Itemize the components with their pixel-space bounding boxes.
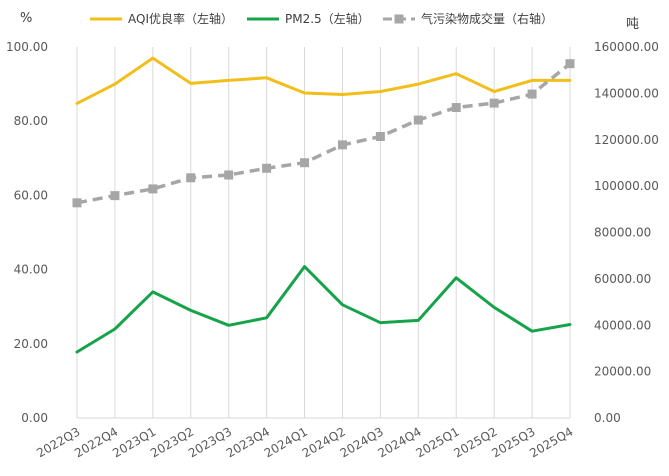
legend: AQI优良率（左轴） PM2.5（左轴） 气污染物成交量（右轴） <box>90 11 553 26</box>
series-2-point <box>451 103 461 113</box>
series-2-point <box>186 173 196 183</box>
x-tick-label: 2025Q4 <box>527 424 575 460</box>
left-axis-unit: % <box>20 11 32 26</box>
series-2-point <box>224 170 234 180</box>
right-tick-label: 40000.00 <box>594 318 651 332</box>
left-tick-label: 60.00 <box>14 188 48 202</box>
series-2-point <box>565 59 575 69</box>
series-2-point <box>262 163 272 173</box>
legend-label-2: 气污染物成交量（右轴） <box>421 11 553 26</box>
right-tick-label: 80000.00 <box>594 226 651 240</box>
right-tick-label: 100000.00 <box>594 179 659 193</box>
series-2-point <box>375 132 385 142</box>
right-tick-label: 60000.00 <box>594 272 651 286</box>
left-tick-label: 20.00 <box>14 337 48 351</box>
series-line-0 <box>75 56 572 105</box>
right-axis-unit: 吨 <box>626 17 639 32</box>
left-tick-label: 100.00 <box>6 40 48 54</box>
series-2-point <box>337 140 347 150</box>
series-2-point <box>300 158 310 168</box>
series-2-point <box>413 115 423 125</box>
series-layer <box>72 56 575 354</box>
series-line-1 <box>75 265 572 354</box>
left-tick-label: 80.00 <box>14 114 48 128</box>
series-2-point <box>110 191 120 201</box>
right-tick-label: 160000.00 <box>594 40 659 54</box>
right-tick-label: 0.00 <box>594 411 621 425</box>
left-tick-label: 0.00 <box>21 411 48 425</box>
right-tick-label: 140000.00 <box>594 86 659 100</box>
series-2-point <box>148 184 158 194</box>
series-line-2 <box>76 62 572 205</box>
series-2-point <box>527 89 537 99</box>
series-2-point <box>489 98 499 108</box>
legend-label-0: AQI优良率（左轴） <box>128 11 233 26</box>
left-tick-label: 40.00 <box>14 263 48 277</box>
axes: 0.00 20.00 40.00 60.00 80.00 100.00% 0.00 20000… <box>6 11 659 460</box>
right-tick-label: 20000.00 <box>594 365 651 379</box>
legend-label-1: PM2.5（左轴） <box>285 11 370 26</box>
right-tick-label: 120000.00 <box>594 133 659 147</box>
legend-marker-2 <box>394 14 404 24</box>
series-2-point <box>72 198 82 208</box>
